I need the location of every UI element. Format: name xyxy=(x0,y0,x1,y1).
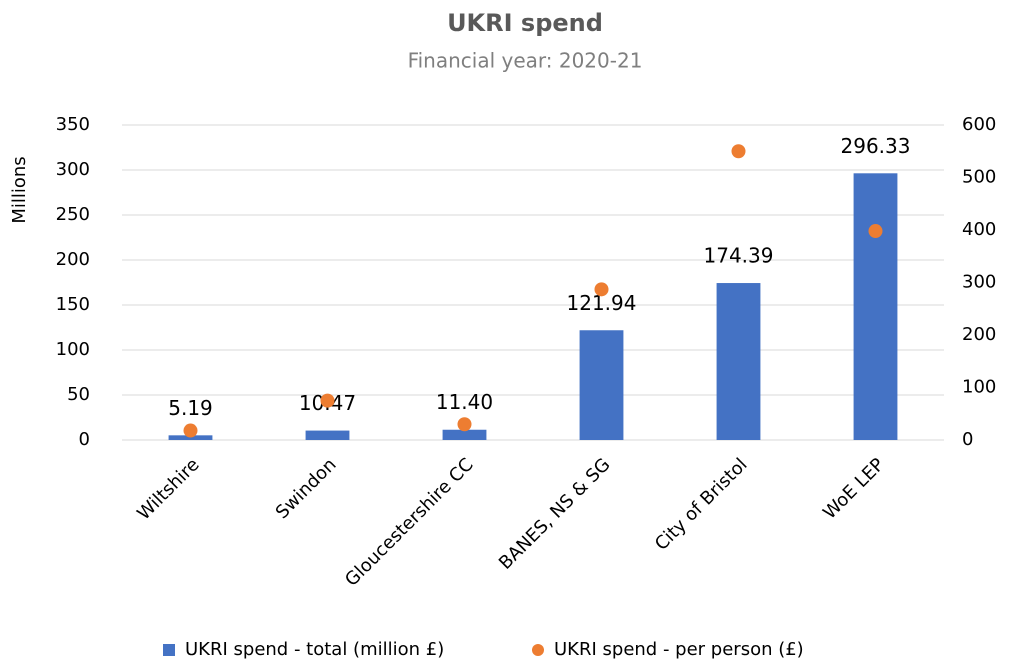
bar xyxy=(579,330,624,440)
legend-label: UKRI spend - per person (£) xyxy=(554,639,804,660)
y-tick-label: 50 xyxy=(67,384,90,405)
chart-subtitle: Financial year: 2020-21 xyxy=(408,49,643,73)
y-axis-title: Millions xyxy=(9,156,30,223)
y-tick-label: 100 xyxy=(56,339,90,360)
data-label: 296.33 xyxy=(841,134,911,158)
bar xyxy=(305,430,350,440)
y2-tick-label: 200 xyxy=(962,324,996,345)
y2-tick-label: 400 xyxy=(962,219,996,240)
y2-tick-label: 100 xyxy=(962,377,996,398)
point xyxy=(731,144,746,159)
y2-tick-label: 600 xyxy=(962,114,996,135)
bar xyxy=(168,435,213,440)
y-tick-label: 250 xyxy=(56,204,90,225)
point xyxy=(457,417,472,432)
y-tick-label: 200 xyxy=(56,249,90,270)
legend-marker xyxy=(163,644,175,656)
x-tick-label: BANES, NS & SG xyxy=(495,454,615,574)
y-tick-label: 350 xyxy=(56,114,90,135)
y-tick-label: 0 xyxy=(79,429,90,450)
data-label: 11.40 xyxy=(436,390,493,414)
y-tick-label: 300 xyxy=(56,159,90,180)
x-tick-label: Gloucestershire CC xyxy=(341,454,477,590)
y-tick-label: 150 xyxy=(56,294,90,315)
bar xyxy=(853,173,898,441)
bar xyxy=(716,283,761,440)
point xyxy=(868,224,883,239)
data-label: 174.39 xyxy=(704,244,774,268)
point xyxy=(320,393,335,408)
y2-tick-label: 300 xyxy=(962,272,996,293)
legend-label: UKRI spend - total (million £) xyxy=(185,639,444,660)
chart-title: UKRI spend xyxy=(447,9,603,37)
point xyxy=(594,282,609,297)
x-tick-label: Swindon xyxy=(272,454,341,523)
x-tick-label: City of Bristol xyxy=(651,454,752,555)
x-tick-label: WoE LEP xyxy=(819,454,888,523)
bar xyxy=(442,429,487,440)
y2-tick-label: 500 xyxy=(962,167,996,188)
y2-tick-label: 0 xyxy=(962,429,973,450)
legend-marker xyxy=(532,644,544,656)
x-tick-label: Wiltshire xyxy=(133,454,203,524)
point xyxy=(183,423,198,438)
data-label: 5.19 xyxy=(168,396,213,420)
